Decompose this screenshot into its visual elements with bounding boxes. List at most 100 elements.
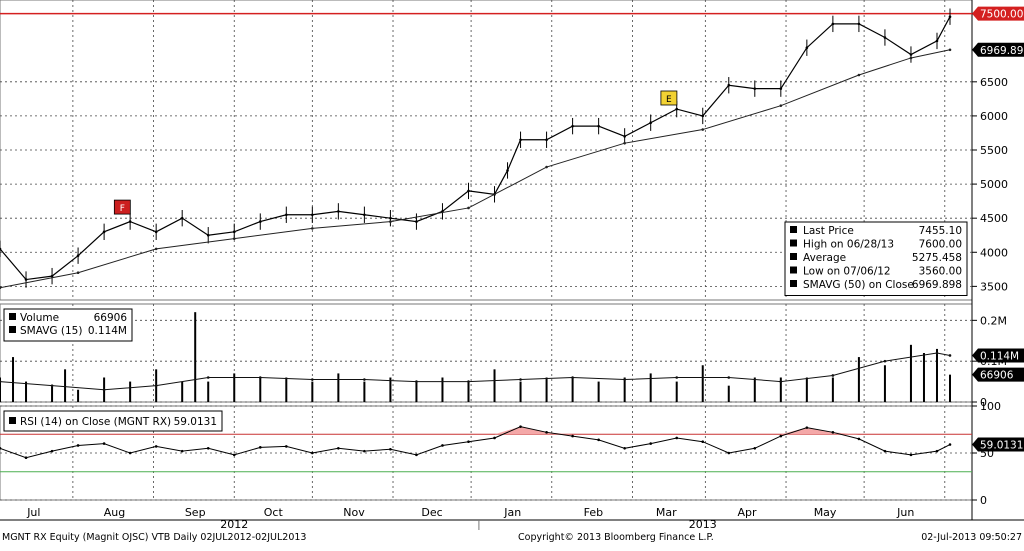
value-tag (972, 367, 1024, 382)
volume-bar (259, 377, 262, 402)
panel-frame (0, 303, 973, 403)
volume-sma-series-point (675, 376, 679, 379)
rsi-series-point (180, 449, 184, 453)
volume-bar (181, 381, 184, 402)
x-tick-label: Oct (264, 506, 284, 519)
value-tag-label: 0.114M (980, 350, 1019, 362)
volume-bar (935, 348, 938, 402)
rsi-series-point (467, 440, 470, 444)
y-tick-label: 3500 (980, 280, 1008, 293)
x-tick-label: Jun (896, 506, 914, 519)
price-series-point (285, 213, 288, 217)
price-series-point (948, 15, 952, 19)
price-series-point (805, 46, 809, 50)
legend-label: SMAVG (15) (20, 325, 82, 337)
rsi-series-point (649, 442, 652, 445)
rsi-series-point (805, 426, 809, 429)
rsi-series-point (76, 444, 80, 447)
rsi-series-point (128, 451, 132, 455)
legend-label: SMAVG (50) on Close (803, 279, 914, 291)
legend-label: Volume (20, 312, 59, 324)
event-marker-label: E (666, 95, 672, 105)
volume-legend-box (3, 308, 133, 342)
volume-bar (922, 353, 925, 402)
rsi-series-point (857, 437, 861, 441)
rsi-series-point (311, 451, 314, 455)
volume-bar (285, 377, 288, 402)
volume-sma-series-point (467, 380, 470, 383)
volume-sma-series-point (779, 380, 783, 383)
legend-marker-icon (790, 280, 797, 287)
sma50-series-point (545, 165, 548, 169)
rsi-series-point (50, 449, 54, 453)
volume-sma-series-point (415, 380, 418, 383)
price-series-point (467, 189, 470, 193)
x-tick-label: Mar (656, 506, 677, 519)
rsi-series-point (597, 438, 600, 442)
sma50-series-point (948, 48, 952, 52)
volume-bar (675, 381, 678, 402)
footer-copyright: Copyright© 2013 Bloomberg Finance L.P. (518, 532, 714, 543)
price-series-point (258, 220, 262, 223)
price-series-point (206, 233, 210, 237)
legend-label: RSI (14) on Close (MGNT RX) (20, 416, 171, 428)
x-tick-label: Dec (421, 506, 442, 519)
rsi-series-point (389, 447, 392, 451)
event-marker (113, 199, 131, 215)
rsi-series-point (363, 449, 366, 453)
volume-sma-series-point (206, 376, 210, 379)
value-tag-label: 7500.00 (980, 9, 1023, 21)
y-tick-label: 6500 (980, 76, 1008, 89)
sma50-series-point (154, 247, 158, 251)
legend-label: High on 06/28/13 (803, 239, 894, 251)
volume-bar (337, 373, 340, 402)
legend-value: 66906 (94, 312, 128, 324)
volume-sma-series-point (363, 378, 366, 381)
y-tick-label: 6000 (980, 110, 1008, 123)
price-series-point (909, 53, 913, 56)
price-series-point (76, 254, 80, 257)
price-series-point (883, 36, 887, 39)
volume-sma-series-point (258, 376, 262, 379)
volume-bar (493, 369, 496, 402)
rsi-series-point (519, 425, 522, 428)
rsi-series-point (571, 434, 574, 438)
legend-value: 6969.898 (912, 279, 962, 291)
legend-marker-icon (790, 253, 797, 260)
price-series-point (154, 230, 158, 234)
legend-label: Last Price (803, 225, 854, 237)
volume-sma-series-point (0, 380, 2, 383)
price-series-point (831, 22, 835, 26)
price-series-point (363, 213, 366, 217)
volume-bar (857, 357, 860, 402)
price-series-point (545, 138, 548, 142)
volume-bar (545, 377, 548, 402)
y-tick-label: 5000 (980, 178, 1008, 191)
x-tick-label: Nov (343, 506, 365, 519)
volume-bar (389, 377, 392, 402)
price-series-point (597, 124, 600, 128)
price-series-point (180, 216, 184, 220)
volume-sma-series-point (883, 359, 887, 363)
price-series-point (232, 230, 236, 234)
legend-marker-icon (790, 226, 797, 233)
price-series-point (506, 169, 509, 172)
price-series-point (753, 87, 757, 90)
y-tick-label: 0 (980, 396, 987, 409)
volume-sma-series-point (519, 378, 522, 381)
price-legend-box (784, 221, 968, 296)
y-tick-label: 100 (980, 400, 1001, 413)
volume-sma-series-point (571, 376, 574, 379)
volume-bar (129, 381, 132, 402)
price-series-point (311, 213, 314, 217)
volume-bar (753, 377, 756, 402)
sma50-series-point (0, 286, 2, 290)
y-tick-label: 5500 (980, 144, 1008, 157)
volume-bar (779, 377, 782, 402)
price-series-point (701, 114, 705, 118)
legend-marker-icon (9, 326, 16, 333)
value-tag (972, 348, 1024, 363)
volume-bar (51, 385, 54, 402)
sma50-series-point (467, 206, 470, 210)
